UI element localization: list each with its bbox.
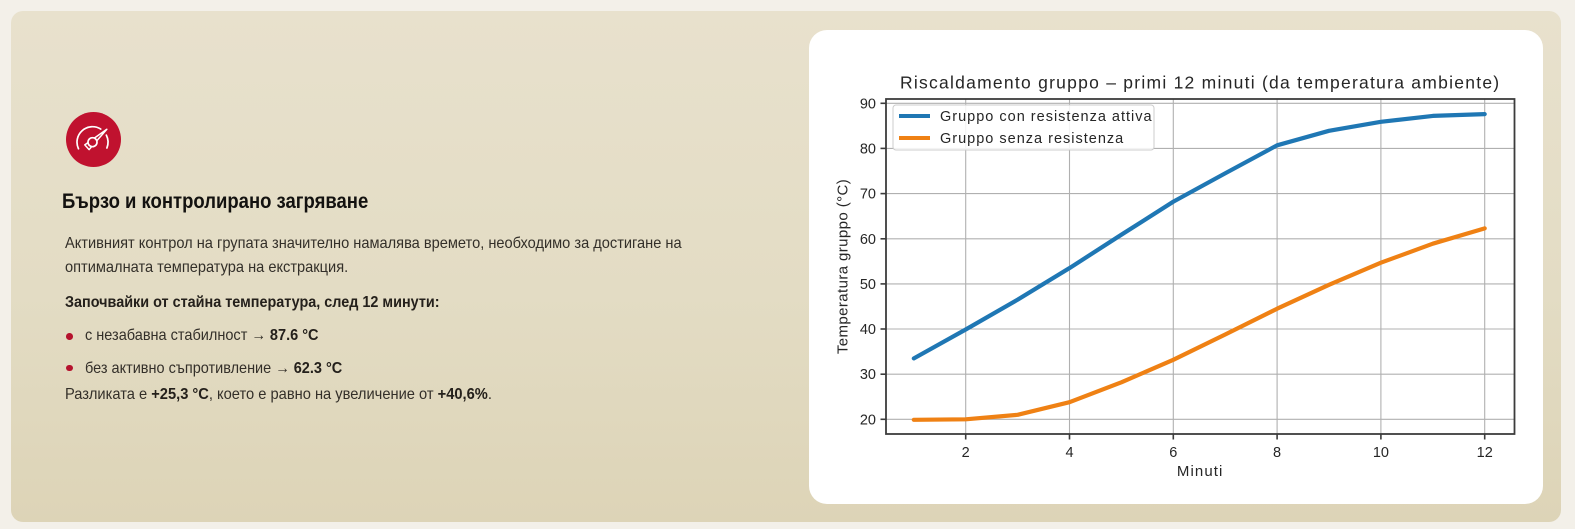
svg-text:Gruppo con resistenza attiva: Gruppo con resistenza attiva [940,109,1153,125]
svg-text:Riscaldamento gruppo – primi 1: Riscaldamento gruppo – primi 12 minuti (… [900,73,1500,93]
svg-text:30: 30 [860,367,876,383]
svg-text:40: 40 [860,322,876,338]
svg-text:60: 60 [860,232,876,248]
svg-text:12: 12 [1477,445,1493,461]
svg-text:90: 90 [860,96,876,112]
svg-text:70: 70 [860,187,876,203]
svg-text:Minuti: Minuti [1177,463,1224,480]
svg-text:Temperatura gruppo (°C): Temperatura gruppo (°C) [835,179,852,354]
svg-text:10: 10 [1373,445,1389,461]
svg-text:4: 4 [1065,445,1073,461]
svg-text:80: 80 [860,141,876,157]
svg-text:Gruppo senza resistenza: Gruppo senza resistenza [940,131,1124,147]
svg-text:50: 50 [860,277,876,293]
svg-text:6: 6 [1169,445,1177,461]
svg-text:8: 8 [1273,445,1281,461]
svg-text:20: 20 [860,412,876,428]
svg-text:2: 2 [962,445,970,461]
